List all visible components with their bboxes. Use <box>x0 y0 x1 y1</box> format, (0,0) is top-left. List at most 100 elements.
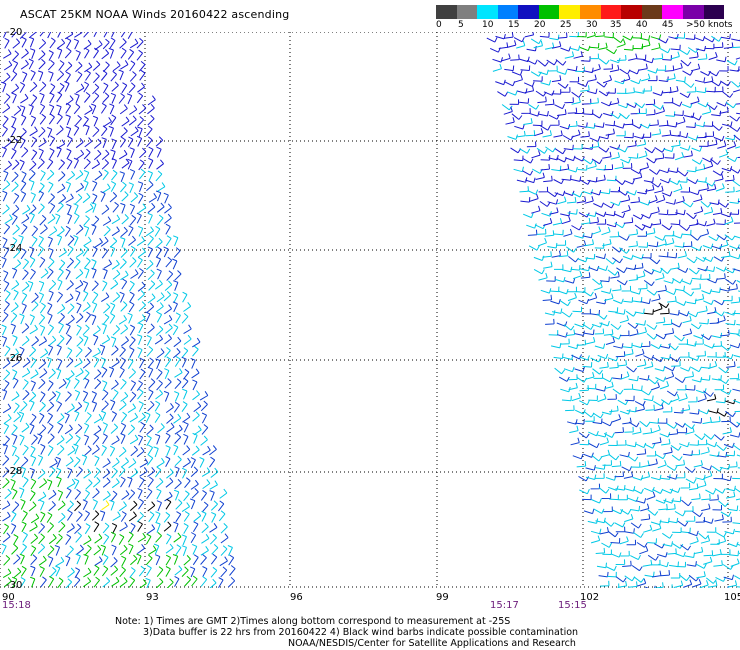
wind-barb <box>130 269 139 279</box>
wind-barb <box>39 499 45 511</box>
wind-barb <box>639 546 649 555</box>
wind-barb <box>719 106 729 114</box>
wind-barb <box>724 216 734 225</box>
wind-barb <box>711 332 723 339</box>
wind-barb <box>566 246 577 253</box>
wind-barb <box>75 532 82 543</box>
wind-barb <box>102 82 109 94</box>
wind-barb <box>190 566 196 578</box>
wind-barb <box>31 336 39 347</box>
wind-barb <box>29 160 37 171</box>
wind-barb <box>679 92 691 99</box>
wind-barb <box>165 566 171 577</box>
wind-barb <box>37 70 44 82</box>
wind-barb <box>30 115 37 127</box>
wind-barb <box>148 366 154 378</box>
wind-barb <box>101 400 109 411</box>
wind-barb <box>533 76 543 82</box>
scale-swatch <box>436 5 457 19</box>
wind-barb <box>675 33 686 39</box>
wind-barb <box>31 149 38 161</box>
wind-barb <box>83 335 89 346</box>
wind-barb <box>657 285 667 293</box>
wind-barb <box>173 235 179 247</box>
wind-barb <box>687 178 699 185</box>
wind-barb <box>686 166 697 173</box>
wind-barb <box>666 465 678 471</box>
wind-barb <box>155 511 161 523</box>
wind-barb <box>39 113 47 125</box>
wind-barb <box>109 192 118 203</box>
wind-barb <box>564 51 575 59</box>
wind-barb <box>694 77 706 83</box>
wind-barb <box>121 336 129 347</box>
wind-barb <box>501 53 511 62</box>
wind-barb <box>64 424 73 435</box>
wind-barb <box>93 138 102 149</box>
wind-barb <box>640 389 652 396</box>
wind-barb <box>504 65 515 72</box>
wind-barb <box>601 493 612 499</box>
wind-barb <box>127 158 133 170</box>
wind-barb <box>165 533 172 545</box>
wind-barb <box>699 141 709 147</box>
wind-barb <box>713 310 725 317</box>
wind-barb <box>148 280 156 291</box>
wind-barb <box>537 60 549 67</box>
wind-barb <box>638 150 648 159</box>
wind-barb <box>10 302 19 313</box>
wind-barb <box>698 409 710 415</box>
wind-barb <box>584 196 594 204</box>
wind-barb <box>646 227 656 235</box>
wind-barb <box>92 488 100 499</box>
wind-barb <box>660 178 671 184</box>
wind-barb <box>65 126 72 138</box>
wind-barb <box>650 382 660 391</box>
wind-barb <box>100 102 107 114</box>
wind-barb <box>720 329 730 337</box>
wind-barb <box>146 180 154 192</box>
wind-barb <box>120 301 128 312</box>
wind-barb <box>137 267 144 279</box>
wind-barb <box>38 555 47 566</box>
wind-barb <box>120 237 126 248</box>
wind-barb <box>128 511 137 522</box>
wind-barb <box>37 433 43 445</box>
wind-barb <box>589 217 599 224</box>
wind-barb <box>13 105 22 116</box>
wind-barb <box>3 369 11 381</box>
wind-barb <box>136 553 142 565</box>
wind-barb <box>706 441 718 448</box>
wind-barb <box>540 80 552 86</box>
wind-barb <box>109 103 115 115</box>
wind-barb <box>56 344 62 356</box>
wind-barb <box>708 52 718 61</box>
wind-barb <box>20 59 29 70</box>
wind-barb <box>667 474 678 480</box>
wind-barb <box>664 153 675 159</box>
wind-barb <box>19 313 25 325</box>
wind-barb <box>74 389 81 401</box>
wind-barb <box>563 144 574 151</box>
wind-barb <box>38 50 46 61</box>
wind-barb <box>671 454 683 461</box>
wind-barb <box>75 423 83 435</box>
wind-barb <box>108 366 115 378</box>
wind-barb <box>19 487 25 499</box>
wind-barb <box>202 566 208 577</box>
wind-barb <box>39 81 47 93</box>
wind-barb <box>665 371 675 380</box>
wind-barb <box>652 488 664 494</box>
wind-barb <box>659 381 670 390</box>
wind-barb <box>66 203 72 215</box>
wind-barb <box>534 128 544 137</box>
wind-barb <box>619 330 630 337</box>
wind-barb <box>49 226 58 237</box>
wind-barb <box>734 487 740 493</box>
wind-barb <box>646 450 657 457</box>
wind-barb <box>155 302 164 313</box>
wind-barb <box>56 435 65 446</box>
wind-barb <box>719 65 729 72</box>
wind-barb <box>659 517 670 524</box>
wind-barb <box>571 91 583 98</box>
